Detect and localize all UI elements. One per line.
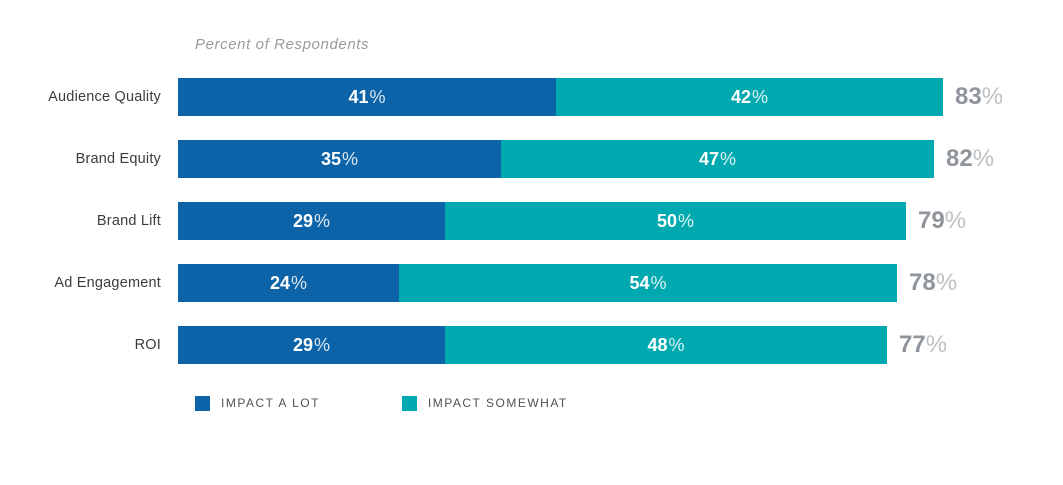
segment-value: 42	[730, 86, 751, 107]
bar-segment-impact-a-lot: 24%	[178, 264, 399, 302]
percent-sign: %	[650, 272, 667, 293]
percent-sign: %	[369, 86, 386, 107]
bar-segment-impact-somewhat: 47%	[501, 140, 934, 178]
bar-segment-impact-a-lot: 29%	[178, 326, 445, 364]
percent-sign: %	[720, 148, 737, 169]
category-label: ROI	[134, 337, 161, 353]
percent-sign: %	[314, 334, 331, 355]
segment-value: 41	[348, 86, 369, 107]
segment-value: 24	[269, 272, 290, 293]
total-label: 77%	[899, 326, 947, 364]
bar-segment-impact-a-lot: 35%	[178, 140, 501, 178]
stacked-bar-chart: Percent of Respondents Audience Quality …	[0, 36, 1063, 485]
segment-value: 29	[292, 210, 313, 231]
category-label: Audience Quality	[48, 89, 161, 105]
bar-segment-impact-somewhat: 42%	[556, 78, 943, 116]
percent-sign: %	[972, 145, 995, 172]
bar-segment-impact-somewhat: 54%	[399, 264, 897, 302]
total-label: 78%	[909, 264, 957, 302]
legend-label: IMPACT SOMEWHAT	[427, 396, 568, 410]
percent-sign: %	[752, 86, 769, 107]
legend-swatch-icon	[195, 396, 210, 411]
bar-row-audience-quality: Audience Quality 41% 42% 83%	[0, 78, 1063, 116]
total-value: 79	[918, 207, 945, 234]
percent-sign: %	[342, 148, 359, 169]
chart-legend: IMPACT A LOT IMPACT SOMEWHAT	[195, 396, 1063, 411]
bar-row-brand-equity: Brand Equity 35% 47% 82%	[0, 140, 1063, 178]
bar-row-roi: ROI 29% 48% 77%	[0, 326, 1063, 364]
segment-value: 47	[698, 148, 719, 169]
total-label: 83%	[955, 78, 1003, 116]
percent-sign: %	[678, 210, 695, 231]
category-label: Ad Engagement	[54, 275, 161, 291]
legend-item-impact-a-lot: IMPACT A LOT	[195, 396, 320, 411]
category-label: Brand Equity	[75, 151, 161, 167]
segment-value: 29	[292, 334, 313, 355]
total-label: 82%	[946, 140, 994, 178]
category-label: Brand Lift	[96, 213, 161, 229]
total-value: 78	[909, 269, 936, 296]
percent-sign: %	[935, 269, 958, 296]
percent-sign: %	[944, 207, 967, 234]
segment-value: 48	[647, 334, 668, 355]
segment-value: 50	[656, 210, 677, 231]
total-value: 77	[899, 331, 926, 358]
bar-segment-impact-somewhat: 50%	[445, 202, 906, 240]
total-value: 83	[955, 83, 982, 110]
total-label: 79%	[918, 202, 966, 240]
legend-label: IMPACT A LOT	[221, 396, 320, 410]
chart-rows: Audience Quality 41% 42% 83% Brand Equit…	[0, 78, 1063, 364]
percent-sign: %	[925, 331, 948, 358]
legend-swatch-icon	[401, 396, 417, 411]
percent-sign: %	[668, 334, 685, 355]
chart-title: Percent of Respondents	[195, 36, 370, 53]
total-value: 82	[946, 145, 973, 172]
bar-segment-impact-a-lot: 29%	[178, 202, 445, 240]
segment-value: 54	[629, 272, 650, 293]
percent-sign: %	[314, 210, 331, 231]
segment-value: 35	[320, 148, 341, 169]
percent-sign: %	[981, 83, 1004, 110]
bar-segment-impact-somewhat: 48%	[445, 326, 887, 364]
bar-segment-impact-a-lot: 41%	[178, 78, 556, 116]
bar-row-brand-lift: Brand Lift 29% 50% 79%	[0, 202, 1063, 240]
percent-sign: %	[291, 272, 308, 293]
legend-item-impact-somewhat: IMPACT SOMEWHAT	[401, 396, 568, 411]
bar-row-ad-engagement: Ad Engagement 24% 54% 78%	[0, 264, 1063, 302]
